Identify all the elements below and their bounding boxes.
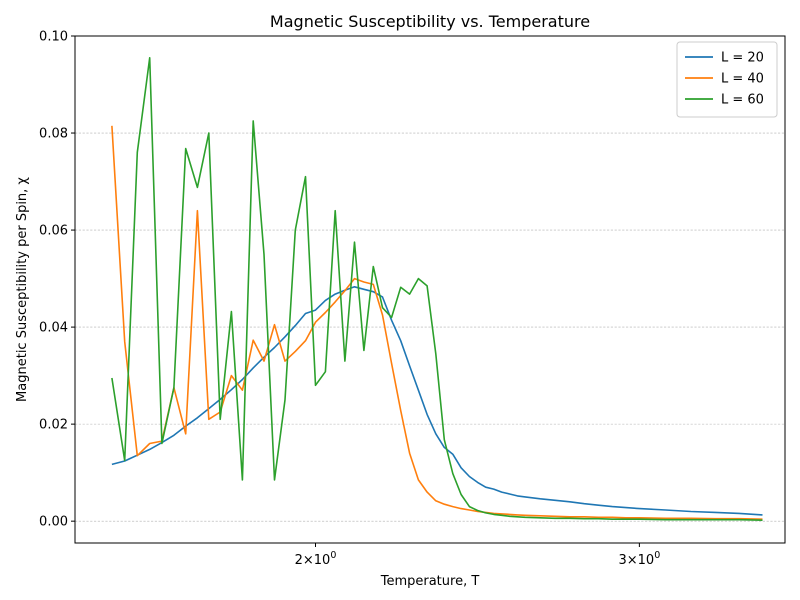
y-tick-label: 0.02 bbox=[39, 418, 68, 433]
legend-label: L = 60 bbox=[721, 93, 764, 108]
tick-layer: 0.00 0.02 0.04 0.06 0.08 0.10 2×100 3×100 bbox=[39, 30, 660, 569]
y-tick-label: 0.08 bbox=[39, 127, 68, 142]
legend-label: L = 20 bbox=[721, 51, 764, 66]
x-tick-label: 3×100 bbox=[618, 550, 660, 568]
series-line-3 bbox=[111, 56, 763, 521]
legend-label: L = 40 bbox=[721, 72, 764, 87]
y-tick-label: 0.04 bbox=[39, 321, 68, 336]
y-tick-label: 0.06 bbox=[39, 224, 68, 239]
y-tick-label: 0.10 bbox=[39, 30, 68, 45]
x-tick-label: 2×100 bbox=[295, 550, 337, 568]
x-axis-title: Temperature, T bbox=[380, 574, 480, 589]
y-axis-title: Magnetic Susceptibility per Spin, χ bbox=[15, 177, 30, 402]
plot-frame bbox=[74, 35, 786, 544]
series-layer bbox=[111, 56, 763, 521]
chart-title: Magnetic Susceptibility vs. Temperature bbox=[270, 12, 590, 31]
legend: L = 20 L = 40 L = 60 bbox=[676, 41, 778, 118]
y-tick-label: 0.00 bbox=[39, 515, 68, 530]
